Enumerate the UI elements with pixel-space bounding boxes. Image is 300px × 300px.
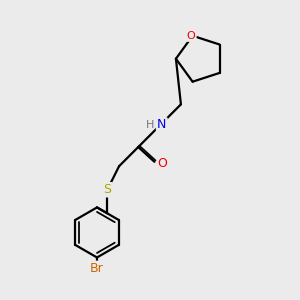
Text: Br: Br [90,262,104,275]
Text: O: O [187,31,196,41]
Text: O: O [158,157,168,170]
Text: N: N [157,118,167,131]
Text: S: S [103,183,111,196]
Text: H: H [146,120,154,130]
